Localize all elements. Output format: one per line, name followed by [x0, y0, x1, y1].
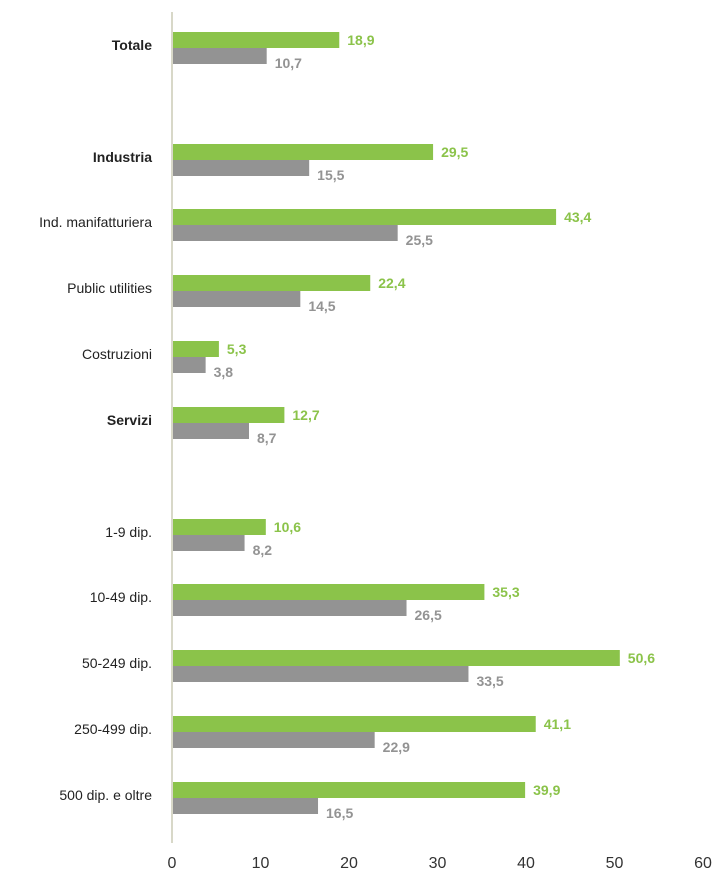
- data-label-series-1: 50,6: [628, 650, 655, 666]
- data-label-series-1: 29,5: [441, 144, 468, 160]
- data-label-series-1: 18,9: [347, 32, 374, 48]
- bar-series-2: [172, 225, 398, 241]
- bar-series-2: [172, 423, 249, 439]
- category-label: Costruzioni: [82, 346, 152, 362]
- data-label-series-2: 8,2: [253, 542, 273, 558]
- category-label: 250-499 dip.: [74, 721, 152, 737]
- category-label: 1-9 dip.: [105, 524, 152, 540]
- data-label-series-2: 15,5: [317, 167, 344, 183]
- bar-series-2: [172, 798, 319, 814]
- data-label-series-1: 12,7: [292, 407, 319, 423]
- bar-series-1: [172, 584, 485, 600]
- category-label: 500 dip. e oltre: [59, 787, 152, 803]
- bar-series-2: [172, 666, 469, 682]
- category-label: 10-49 dip.: [90, 589, 152, 605]
- bar-series-1: [172, 144, 434, 160]
- bar-series-2: [172, 600, 407, 616]
- category-label: 50-249 dip.: [82, 655, 152, 671]
- x-tick-label: 50: [606, 855, 624, 872]
- x-tick-label: 40: [517, 855, 535, 872]
- data-label-series-1: 43,4: [564, 209, 591, 225]
- category-label: Servizi: [107, 412, 152, 428]
- data-label-series-2: 33,5: [476, 673, 503, 689]
- bar-series-2: [172, 48, 267, 64]
- bar-series-1: [172, 341, 219, 357]
- data-label-series-1: 10,6: [274, 519, 301, 535]
- data-label-series-1: 22,4: [378, 275, 405, 291]
- x-tick-label: 30: [429, 855, 447, 872]
- bar-series-1: [172, 519, 266, 535]
- data-label-series-1: 5,3: [227, 341, 247, 357]
- bar-series-2: [172, 357, 206, 373]
- bar-series-2: [172, 160, 310, 176]
- bar-series-1: [172, 275, 371, 291]
- bar-series-2: [172, 732, 375, 748]
- data-label-series-2: 22,9: [383, 739, 410, 755]
- data-label-series-2: 14,5: [308, 298, 335, 314]
- category-label: Public utilities: [67, 280, 152, 296]
- x-tick-label: 60: [694, 855, 712, 872]
- category-label: Totale: [112, 37, 152, 53]
- bar-series-1: [172, 32, 340, 48]
- data-label-series-2: 25,5: [406, 232, 433, 248]
- bar-series-1: [172, 650, 620, 666]
- bar-series-2: [172, 291, 301, 307]
- category-label: Ind. manifatturiera: [39, 214, 152, 230]
- category-label: Industria: [93, 149, 152, 165]
- data-label-series-2: 10,7: [275, 55, 302, 71]
- data-label-series-1: 39,9: [533, 782, 560, 798]
- data-label-series-1: 41,1: [544, 716, 571, 732]
- data-label-series-2: 8,7: [257, 430, 277, 446]
- bar-series-1: [172, 716, 536, 732]
- data-label-series-2: 3,8: [214, 364, 234, 380]
- data-label-series-2: 16,5: [326, 805, 353, 821]
- data-label-series-1: 35,3: [492, 584, 519, 600]
- x-tick-label: 0: [168, 855, 177, 872]
- data-label-series-2: 26,5: [415, 607, 442, 623]
- x-tick-label: 20: [340, 855, 358, 872]
- bar-series-1: [172, 407, 285, 423]
- bar-series-2: [172, 535, 245, 551]
- x-tick-label: 10: [252, 855, 270, 872]
- bar-series-1: [172, 782, 526, 798]
- bar-series-1: [172, 209, 557, 225]
